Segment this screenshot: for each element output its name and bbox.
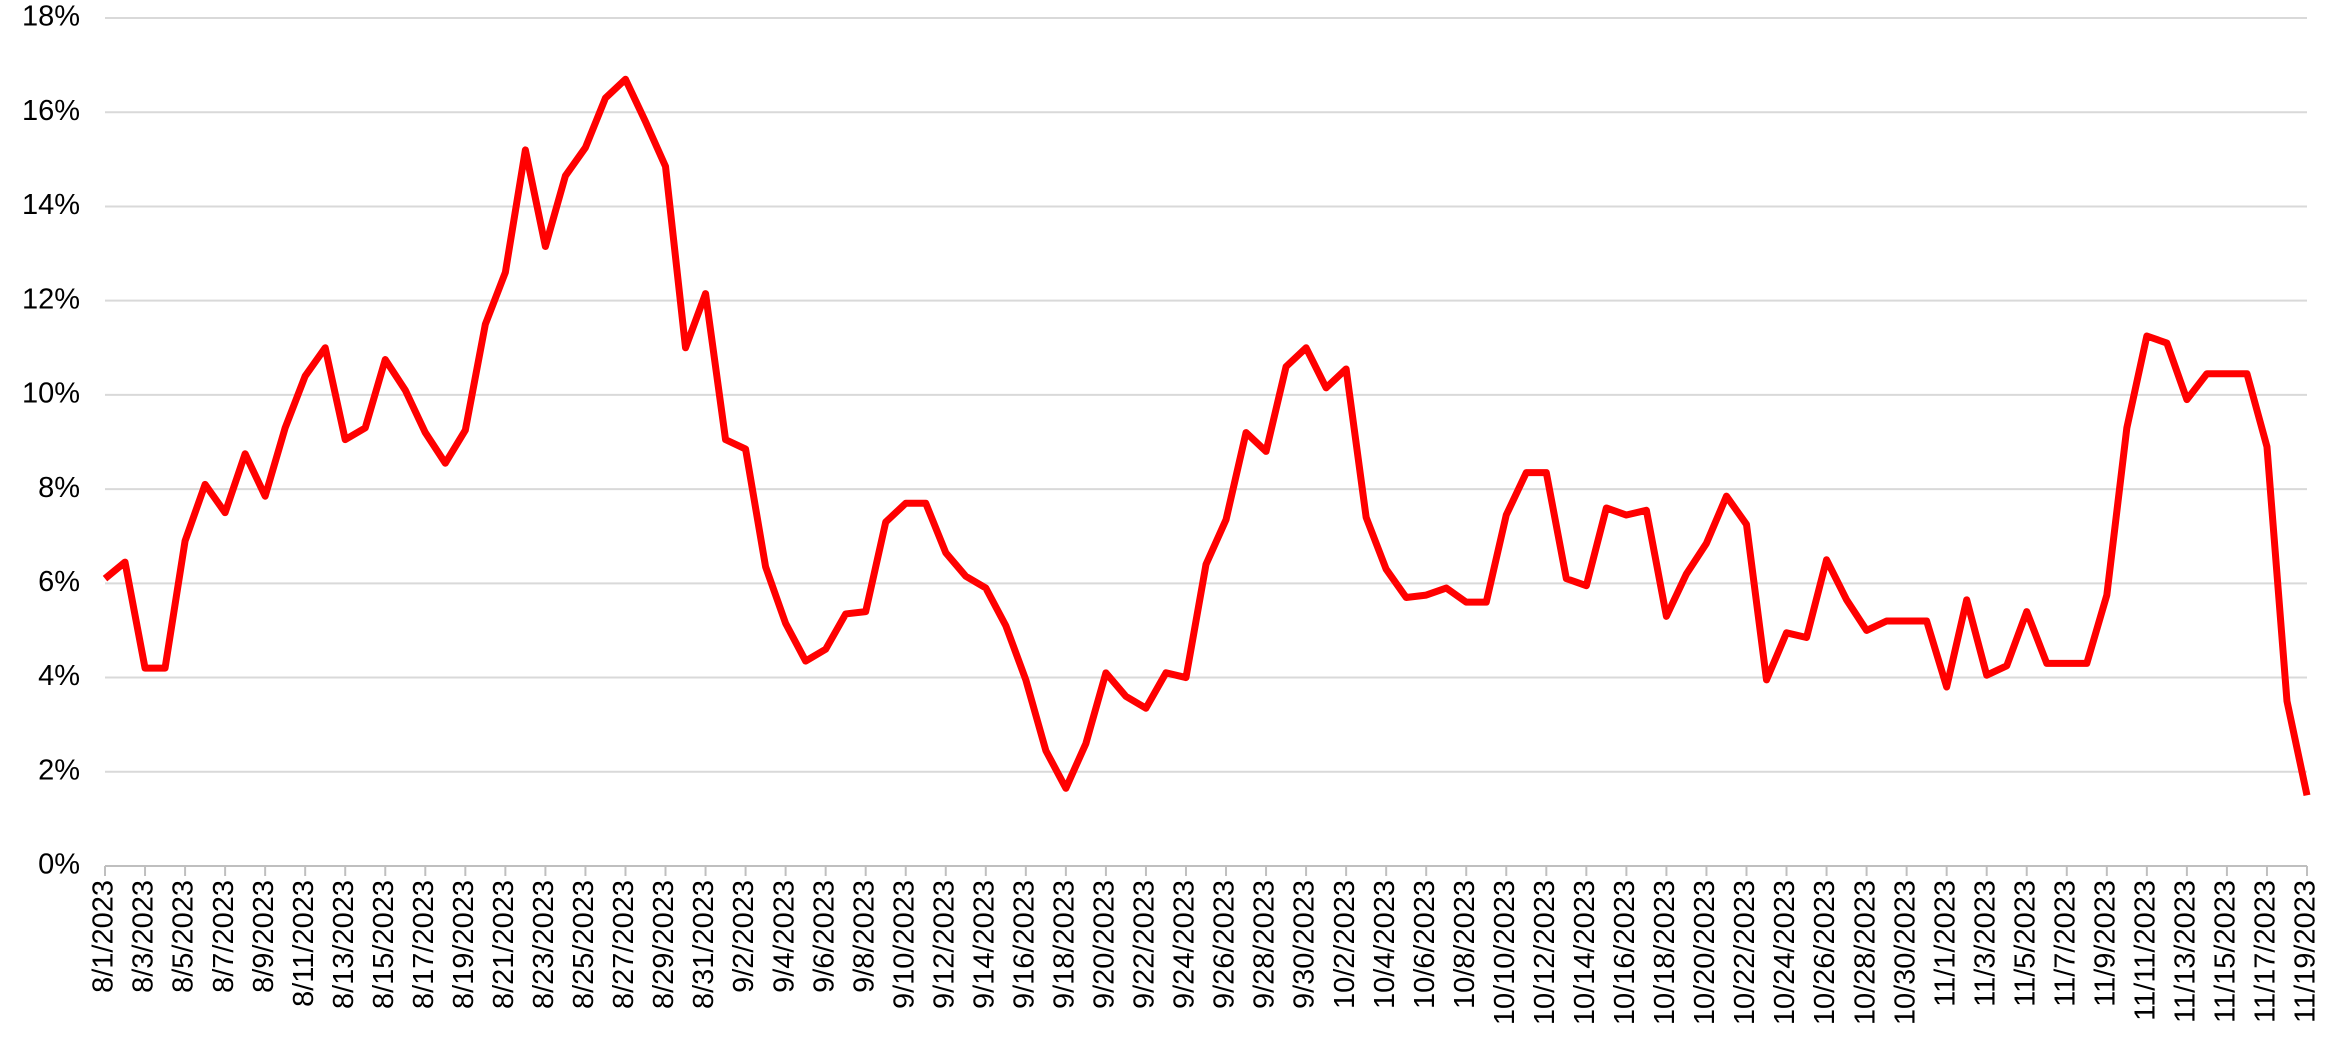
x-tick-label: 9/20/2023 — [1089, 880, 1121, 1009]
x-tick-label: 11/3/2023 — [1969, 880, 2001, 1007]
x-tick-label: 8/17/2023 — [408, 880, 440, 1009]
x-tick-label: 10/24/2023 — [1769, 880, 1801, 1025]
x-tick-label: 8/7/2023 — [208, 880, 240, 993]
x-tick-label: 8/29/2023 — [648, 880, 680, 1009]
x-tick-label: 9/18/2023 — [1049, 880, 1081, 1009]
x-tick-label: 9/4/2023 — [768, 880, 800, 993]
x-tick-label: 8/15/2023 — [368, 880, 400, 1009]
y-tick-label: 12% — [22, 283, 80, 315]
y-tick-label: 0% — [38, 849, 80, 881]
x-tick-label: 9/10/2023 — [888, 880, 920, 1009]
x-tick-label: 10/22/2023 — [1729, 880, 1761, 1025]
x-tick-label: 11/17/2023 — [2250, 880, 2282, 1023]
x-tick-label: 11/7/2023 — [2049, 880, 2081, 1007]
y-tick-label: 4% — [38, 660, 80, 692]
x-tick-label: 11/13/2023 — [2170, 880, 2202, 1023]
x-tick-label: 10/18/2023 — [1649, 880, 1681, 1025]
x-tick-label: 10/6/2023 — [1409, 880, 1441, 1009]
y-tick-label: 18% — [22, 1, 80, 33]
x-tick-label: 9/2/2023 — [728, 880, 760, 993]
x-tick-label: 11/5/2023 — [2009, 880, 2041, 1007]
x-tick-label: 9/16/2023 — [1008, 880, 1040, 1009]
x-tick-label: 9/6/2023 — [808, 880, 840, 993]
x-tick-label: 10/28/2023 — [1849, 880, 1881, 1025]
x-tick-label: 8/13/2023 — [328, 880, 360, 1009]
x-tick-label: 9/12/2023 — [928, 880, 960, 1009]
x-tick-label: 9/22/2023 — [1129, 880, 1161, 1009]
x-tick-label: 10/4/2023 — [1369, 880, 1401, 1009]
series-line — [102, 75, 2311, 797]
x-tick-label: 8/5/2023 — [168, 880, 200, 993]
y-tick-label: 6% — [38, 566, 80, 598]
x-tick-label: 10/16/2023 — [1609, 880, 1641, 1025]
x-tick-label: 10/8/2023 — [1449, 880, 1481, 1009]
x-tick-label: 9/30/2023 — [1289, 880, 1321, 1009]
y-tick-label: 2% — [38, 754, 80, 786]
y-tick-label: 14% — [22, 189, 80, 221]
x-tick-label: 9/24/2023 — [1169, 880, 1201, 1009]
x-tick-label: 8/19/2023 — [448, 880, 480, 1009]
x-tick-label: 8/3/2023 — [128, 880, 160, 993]
x-tick-label: 10/20/2023 — [1689, 880, 1721, 1025]
x-tick-label: 8/9/2023 — [248, 880, 280, 993]
x-tick-label: 8/23/2023 — [528, 880, 560, 1009]
x-tick-label: 8/27/2023 — [608, 880, 640, 1009]
y-tick-label: 16% — [22, 95, 80, 127]
x-tick-label: 10/2/2023 — [1329, 880, 1361, 1009]
x-tick-label: 8/11/2023 — [288, 880, 320, 1007]
x-tick-label: 8/25/2023 — [568, 880, 600, 1009]
y-tick-label: 8% — [38, 472, 80, 504]
x-tick-label: 10/10/2023 — [1489, 880, 1521, 1025]
x-tick-label: 9/8/2023 — [848, 880, 880, 993]
x-tick-label: 9/14/2023 — [968, 880, 1000, 1009]
x-tick-label: 9/28/2023 — [1249, 880, 1281, 1009]
y-tick-label: 10% — [22, 378, 80, 410]
x-tick-label: 11/11/2023 — [2130, 880, 2162, 1021]
x-tick-label: 11/19/2023 — [2290, 880, 2322, 1023]
x-tick-label: 8/31/2023 — [688, 880, 720, 1009]
x-tick-label: 9/26/2023 — [1209, 880, 1241, 1009]
x-tick-label: 8/21/2023 — [488, 880, 520, 1009]
x-tick-label: 11/1/2023 — [1929, 880, 1961, 1007]
x-tick-label: 10/14/2023 — [1569, 880, 1601, 1025]
x-tick-label: 8/1/2023 — [88, 880, 120, 993]
x-tick-label: 11/9/2023 — [2089, 880, 2121, 1007]
x-tick-label: 10/26/2023 — [1809, 880, 1841, 1025]
x-tick-label: 10/12/2023 — [1529, 880, 1561, 1025]
x-tick-label: 11/15/2023 — [2210, 880, 2242, 1023]
x-tick-label: 10/30/2023 — [1889, 880, 1921, 1025]
